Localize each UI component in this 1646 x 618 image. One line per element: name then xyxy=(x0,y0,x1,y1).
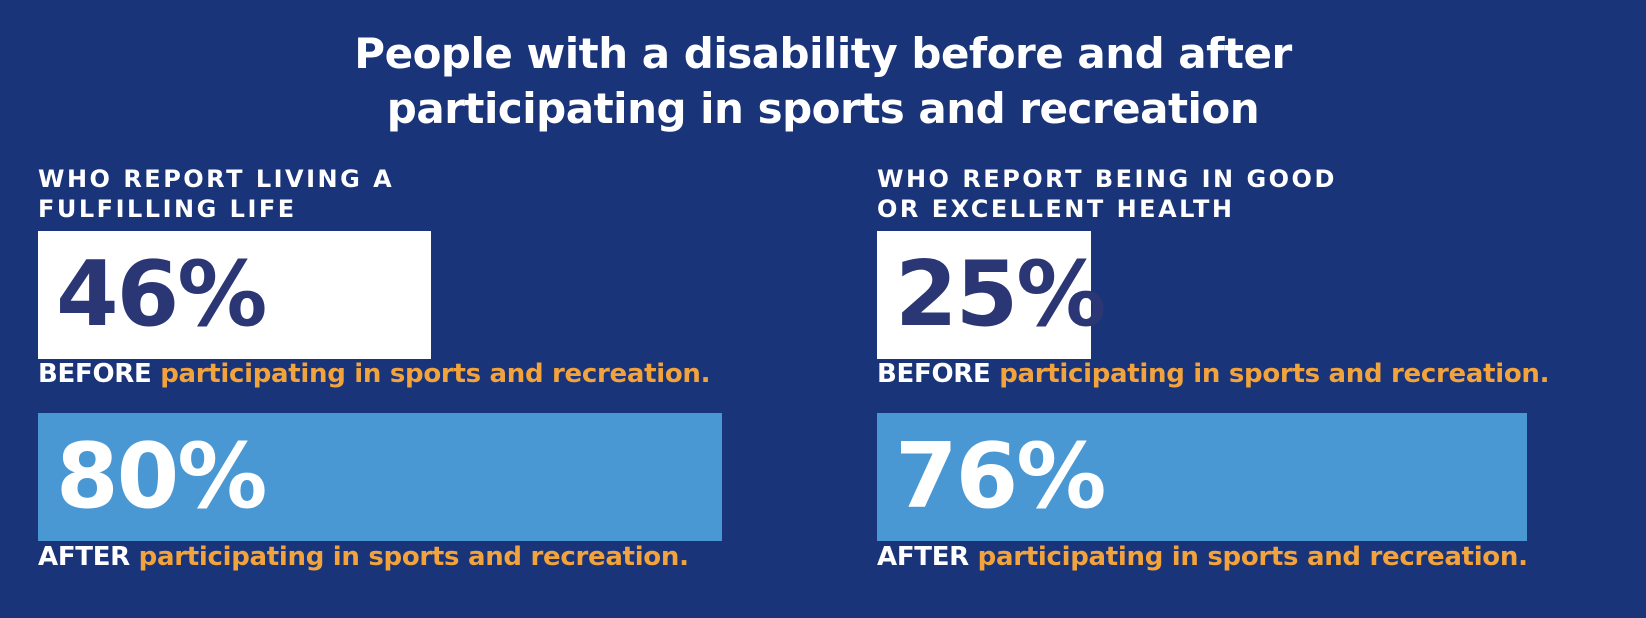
before-caption-text: participating in sports and recreation. xyxy=(990,359,1550,389)
after-caption: AFTER participating in sports and recrea… xyxy=(877,540,1528,574)
after-caption-text: participating in sports and recreation. xyxy=(129,542,689,572)
before-value-label: 46% xyxy=(56,242,267,347)
after-caption-label: AFTER xyxy=(877,542,969,572)
after-value-label: 80% xyxy=(56,424,267,529)
before-bar: 25% xyxy=(877,231,1106,359)
before-bar: 46% xyxy=(38,231,431,359)
panel-heading-line-2: OR EXCELLENT HEALTH xyxy=(877,195,1235,223)
before-caption: BEFORE participating in sports and recre… xyxy=(877,357,1549,391)
title-line-2: participating in sports and recreation xyxy=(386,84,1260,133)
after-caption-label: AFTER xyxy=(38,542,130,572)
after-bar: 80% xyxy=(38,413,722,541)
after-bar: 76% xyxy=(877,413,1527,541)
panel-heading: WHO REPORT LIVING A FULFILLING LIFE xyxy=(38,164,394,224)
before-value-label: 25% xyxy=(895,242,1106,347)
after-caption: AFTER participating in sports and recrea… xyxy=(38,540,689,574)
page-title: People with a disability before and afte… xyxy=(0,26,1646,136)
panel-heading-line-1: WHO REPORT BEING IN GOOD xyxy=(877,165,1337,193)
before-caption-label: BEFORE xyxy=(877,359,991,389)
fulfilling-life-panel: WHO REPORT LIVING A FULFILLING LIFE 46% … xyxy=(38,0,893,618)
after-value-label: 76% xyxy=(895,424,1106,529)
panel-heading-line-1: WHO REPORT LIVING A xyxy=(38,165,395,193)
after-caption-text: participating in sports and recreation. xyxy=(968,542,1528,572)
before-caption-label: BEFORE xyxy=(38,359,152,389)
panel-heading-line-2: FULFILLING LIFE xyxy=(38,195,297,223)
before-caption-text: participating in sports and recreation. xyxy=(151,359,711,389)
title-line-1: People with a disability before and afte… xyxy=(354,29,1292,78)
good-health-panel: WHO REPORT BEING IN GOOD OR EXCELLENT HE… xyxy=(877,0,1646,618)
panel-heading: WHO REPORT BEING IN GOOD OR EXCELLENT HE… xyxy=(877,164,1337,224)
before-caption: BEFORE participating in sports and recre… xyxy=(38,357,710,391)
